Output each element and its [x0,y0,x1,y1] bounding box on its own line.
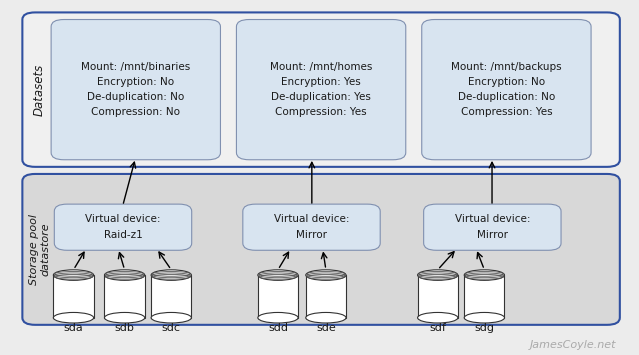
Ellipse shape [105,312,144,323]
Bar [105,275,144,318]
Bar [54,275,94,318]
Text: sdg: sdg [474,323,495,333]
Text: JamesCoyle.net: JamesCoyle.net [530,340,617,350]
Ellipse shape [306,270,346,280]
FancyBboxPatch shape [51,20,220,160]
Ellipse shape [53,312,94,323]
Ellipse shape [105,270,144,280]
Ellipse shape [418,312,458,323]
Bar [258,275,298,318]
Ellipse shape [53,270,94,280]
Ellipse shape [151,270,192,280]
FancyBboxPatch shape [243,204,380,250]
Ellipse shape [418,270,458,280]
Ellipse shape [258,312,298,323]
FancyBboxPatch shape [54,204,192,250]
Text: sdb: sdb [114,323,135,333]
Text: sdc: sdc [162,323,181,333]
FancyBboxPatch shape [236,20,406,160]
Ellipse shape [151,312,192,323]
Bar [418,275,458,318]
Ellipse shape [306,312,346,323]
Bar [306,275,346,318]
Text: Storage pool
datastore: Storage pool datastore [29,214,50,285]
Text: Datasets: Datasets [33,64,46,116]
Text: Virtual device:
Mirror: Virtual device: Mirror [273,214,350,240]
Ellipse shape [258,270,298,280]
Text: Mount: /mnt/homes
Encryption: Yes
De-duplication: Yes
Compression: Yes: Mount: /mnt/homes Encryption: Yes De-dup… [270,62,373,118]
Text: Mount: /mnt/backups
Encryption: No
De-duplication: No
Compression: Yes: Mount: /mnt/backups Encryption: No De-du… [451,62,562,118]
Ellipse shape [465,270,505,280]
Text: sde: sde [316,323,335,333]
Ellipse shape [465,312,505,323]
FancyBboxPatch shape [422,20,591,160]
FancyBboxPatch shape [22,174,620,325]
Text: Virtual device:
Mirror: Virtual device: Mirror [454,214,530,240]
Bar [151,275,192,318]
FancyBboxPatch shape [22,12,620,167]
Text: Mount: /mnt/binaries
Encryption: No
De-duplication: No
Compression: No: Mount: /mnt/binaries Encryption: No De-d… [81,62,190,118]
Bar [465,275,505,318]
Text: sdd: sdd [268,323,288,333]
Text: sda: sda [64,323,83,333]
FancyBboxPatch shape [424,204,561,250]
Text: Virtual device:
Raid-z1: Virtual device: Raid-z1 [85,214,161,240]
Text: sdf: sdf [429,323,446,333]
